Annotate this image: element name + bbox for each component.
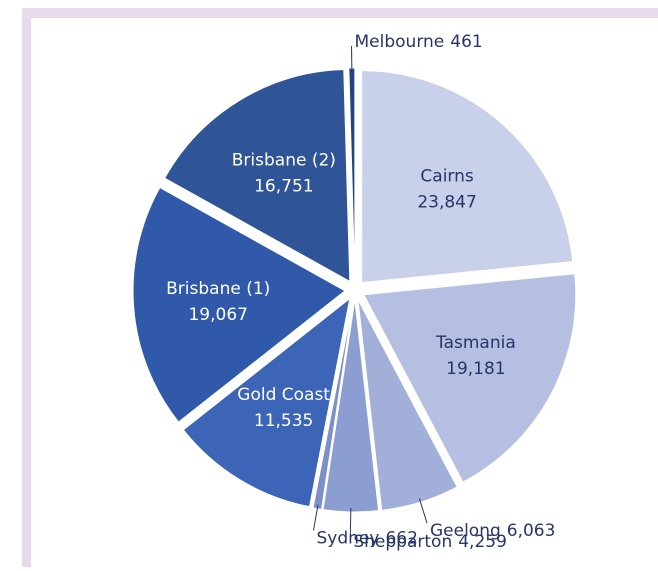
slice-name: Melbourne [355,32,445,52]
slice-value: 16,751 [254,177,313,197]
slice-label: Gold Coast [237,385,330,405]
slice-label: Cairns [420,166,473,186]
slice-value: 461 [450,32,482,52]
slice-label: Brisbane (1) [166,279,270,299]
slice-value: 6,063 [507,521,556,541]
slice-value: 662 [385,528,417,548]
slice-label: Tasmania [435,333,516,353]
top-border [22,8,658,18]
leader-line [419,498,427,523]
slice-value: 23,847 [417,192,476,212]
slice-name: Sydney [317,528,380,548]
slice-value: 19,067 [188,305,247,325]
slice-value: 11,535 [254,411,313,431]
left-border [22,8,31,567]
pie-slice [349,68,355,280]
slice-value: 4,259 [458,532,507,552]
slice-value: 19,181 [446,359,505,379]
slice-label: Brisbane (2) [232,151,336,171]
